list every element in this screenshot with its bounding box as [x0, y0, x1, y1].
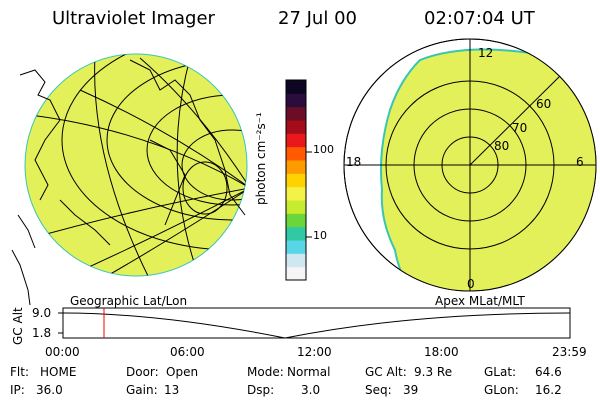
- altitude-plot-frame: [62, 307, 571, 339]
- colorbar-swatch: [286, 80, 306, 94]
- dsp-value: 3.0: [301, 383, 321, 397]
- gain-value: 13: [164, 383, 180, 397]
- right-image: [380, 48, 596, 291]
- colorbar-unit: photon cm⁻²s⁻¹: [254, 112, 268, 205]
- left-image-disk: [24, 53, 248, 277]
- altitude-ytick-high: 9.0: [32, 306, 52, 320]
- flt-label: Flt:: [10, 365, 29, 379]
- right-image-fill: [380, 48, 596, 291]
- altitude-xtick: 06:00: [170, 345, 205, 359]
- date-label: 27 Jul 00: [278, 8, 357, 29]
- glat-value: 64.6: [535, 365, 562, 379]
- colorbar-frame: [285, 79, 307, 281]
- geographic-caption: Geographic Lat/Lon: [70, 294, 188, 308]
- mlat-label-80: 80: [494, 139, 510, 153]
- colorbar-swatch: [286, 213, 306, 228]
- colorbar-tick-100: 100: [313, 143, 334, 156]
- colorbar-swatch: [286, 253, 306, 268]
- gcalt-value: 9.3 Re: [414, 365, 453, 379]
- colorbar-swatch: [286, 160, 306, 174]
- altitude-xtick: 00:00: [45, 345, 80, 359]
- flt-value: HOME: [40, 365, 77, 379]
- door-value: Open: [166, 365, 199, 379]
- coastline-outline: [11, 59, 246, 306]
- colorbar-swatch: [286, 240, 306, 254]
- mode-value: Normal: [287, 365, 331, 379]
- colorbar-tick-10: 10: [313, 229, 327, 242]
- altitude-ylabel: GC Alt: [11, 307, 25, 345]
- colorbar-ticks: [306, 151, 312, 238]
- door-label: Door:: [126, 365, 159, 379]
- time-label: 02:07:04 UT: [424, 8, 535, 29]
- altitude-xtick: 12:00: [297, 345, 332, 359]
- glat-label: GLat:: [484, 365, 517, 379]
- apex-caption: Apex MLat/MLT: [435, 294, 525, 308]
- mlt-label-18: 18: [346, 155, 362, 169]
- altitude-plot: [58, 307, 571, 339]
- seq-value: 39: [403, 383, 419, 397]
- colorbar-swatch: [286, 266, 306, 281]
- colorbar-swatch: [286, 186, 306, 201]
- mode-label: Mode:: [247, 365, 284, 379]
- colorbar-swatch: [286, 200, 306, 214]
- colorbar-swatch: [286, 93, 306, 108]
- altitude-curve: [62, 312, 571, 339]
- mlt-label-6: 6: [576, 155, 584, 169]
- mlt-label-12: 12: [478, 46, 494, 60]
- mlt-label-0: 0: [467, 277, 475, 291]
- mlat-mlt-panel: [343, 38, 597, 292]
- colorbar-swatch: [286, 226, 306, 241]
- ip-value: 36.0: [36, 383, 63, 397]
- altitude-xtick: 18:00: [424, 345, 459, 359]
- colorbar-swatch: [286, 173, 306, 188]
- geographic-panel: [11, 53, 248, 306]
- ip-label: IP:: [10, 383, 25, 397]
- seq-label: Seq:: [365, 383, 392, 397]
- colorbar-swatch: [286, 133, 306, 148]
- dsp-label: Dsp:: [247, 383, 275, 397]
- colorbar-swatch: [286, 106, 306, 121]
- gain-label: Gain:: [126, 383, 158, 397]
- mlat-label-70: 70: [512, 121, 528, 135]
- altitude-ticks: [58, 312, 63, 334]
- mlat-label-60: 60: [536, 97, 552, 111]
- altitude-ytick-low: 1.8: [32, 326, 52, 340]
- instrument-title: Ultraviolet Imager: [52, 8, 215, 29]
- colorbar-swatch: [286, 146, 306, 161]
- mlat-grid: [344, 39, 596, 291]
- altitude-xtick: 23:59: [552, 345, 587, 359]
- color-bar: [285, 79, 307, 281]
- gcalt-label: GC Alt:: [365, 365, 407, 379]
- glon-label: GLon:: [484, 383, 519, 397]
- glon-value: 16.2: [535, 383, 562, 397]
- colorbar-swatch: [286, 120, 306, 134]
